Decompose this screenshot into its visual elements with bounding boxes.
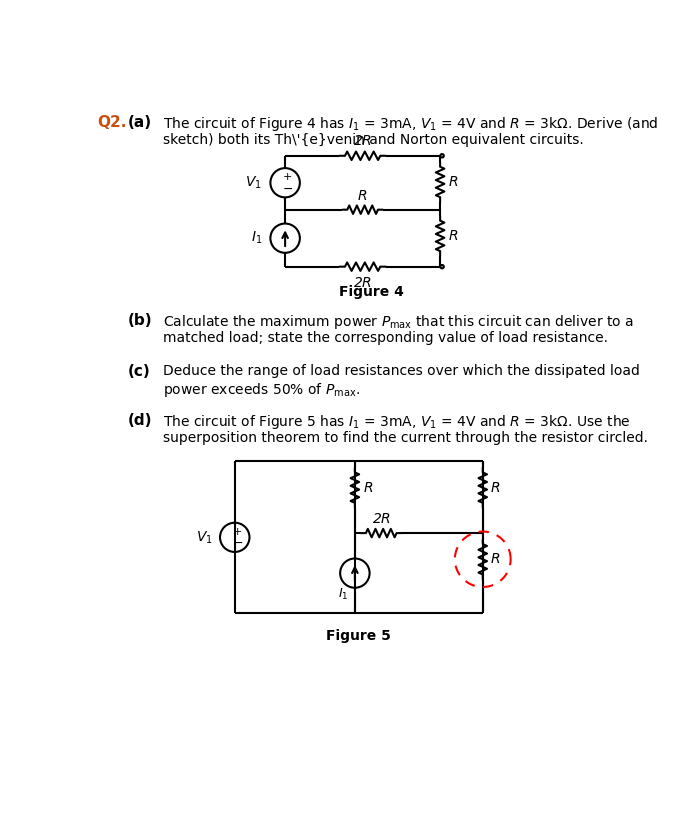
Text: 2$R$: 2$R$ [372,512,391,526]
Text: $R$: $R$ [358,189,368,203]
Text: $-$: $-$ [232,536,243,549]
Text: $R$: $R$ [448,229,458,243]
Text: power exceeds 50% of $P_{\rm max}$.: power exceeds 50% of $P_{\rm max}$. [163,382,361,400]
Text: (b): (b) [128,313,153,328]
Text: sketch) both its Th\'{e}venin and Norton equivalent circuits.: sketch) both its Th\'{e}venin and Norton… [163,132,584,147]
Text: The circuit of Figure 4 has $I_1$ = 3mA, $V_1$ = 4V and $R$ = 3k$\Omega$. Derive: The circuit of Figure 4 has $I_1$ = 3mA,… [163,115,659,133]
Text: $R$: $R$ [491,480,500,494]
Text: Figure 5: Figure 5 [326,628,391,642]
Text: superposition theorem to find the current through the resistor circled.: superposition theorem to find the curren… [163,431,648,444]
Text: $V_1$: $V_1$ [196,529,213,546]
Text: 2$R$: 2$R$ [353,276,372,290]
Text: $I_1$: $I_1$ [251,230,262,247]
Text: matched load; state the corresponding value of load resistance.: matched load; state the corresponding va… [163,331,608,345]
Text: (c): (c) [128,364,150,379]
Text: $-$: $-$ [282,181,293,194]
Text: (a): (a) [128,115,152,130]
Text: Q2.: Q2. [97,115,127,130]
Text: The circuit of Figure 5 has $I_1$ = 3mA, $V_1$ = 4V and $R$ = 3k$\Omega$. Use th: The circuit of Figure 5 has $I_1$ = 3mA,… [163,413,631,431]
Text: +: + [232,527,241,537]
Text: $I_1$: $I_1$ [338,587,349,602]
Text: Calculate the maximum power $P_{\rm max}$ that this circuit can deliver to a: Calculate the maximum power $P_{\rm max}… [163,313,634,331]
Text: $V_1$: $V_1$ [245,175,262,191]
Text: $R$: $R$ [448,175,458,189]
Text: $R$: $R$ [491,552,500,566]
Text: $R$: $R$ [363,480,373,494]
Text: 2$R$: 2$R$ [353,134,372,148]
Text: Deduce the range of load resistances over which the dissipated load: Deduce the range of load resistances ove… [163,364,640,377]
Text: Figure 4: Figure 4 [340,285,405,299]
Text: +: + [283,172,292,182]
Text: (d): (d) [128,413,153,428]
